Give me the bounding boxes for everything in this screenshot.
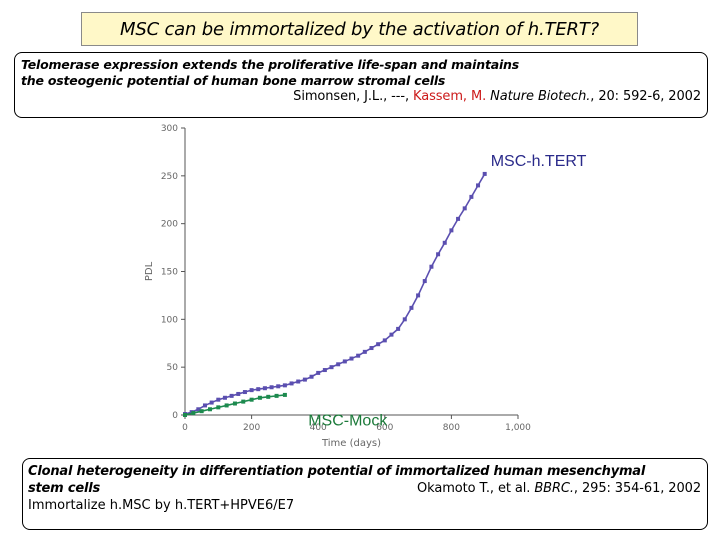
chart-series [183,171,487,417]
data-point [456,216,461,221]
ref2-journal: BBRC. [534,481,574,496]
x-tick-label: 200 [243,423,260,433]
y-tick-label: 300 [161,124,178,134]
data-point [309,374,314,379]
data-point [216,405,221,410]
data-point [422,279,427,284]
reference-box-bottom: Clonal heterogeneity in differentiation … [22,458,708,530]
data-point [229,393,234,398]
ref2-authors: Okamoto T., et al. [417,481,535,496]
x-tick-label: 1,000 [505,423,531,433]
data-point [209,400,214,405]
data-point [289,381,294,386]
ref1-headline-line2: the osteogenic potential of human bone m… [21,73,446,88]
data-point [322,368,327,373]
data-point [242,390,247,395]
data-point [369,346,374,351]
x-tick-label: 600 [376,423,393,433]
ref2-row2: stem cells Okamoto T., et al. BBRC., 295… [28,480,701,497]
data-point [296,379,301,384]
ref1-volume: , 20: 592-6, 2002 [590,89,701,104]
ref1-journal: Nature Biotech. [486,89,591,104]
data-point [316,370,321,375]
series-line-0 [184,173,486,415]
y-tick-label: 0 [172,411,178,421]
data-point [236,391,241,396]
data-point [389,332,394,337]
data-point [349,356,354,361]
y-tick-label: 250 [161,172,178,182]
chart-container: 0 50 100 150 200 250 300 0 200 400 600 800 1,000 Tim… [140,118,660,458]
data-point [274,393,279,398]
data-point [257,395,262,400]
y-tick-label: 100 [161,315,178,325]
x-tick-label: 800 [443,423,460,433]
data-point [462,206,467,211]
data-point [207,407,212,412]
data-point [199,409,204,414]
data-point [276,384,281,389]
data-point [376,342,381,347]
data-point [202,403,207,408]
chart-ticks: 0 50 100 150 200 250 300 0 200 400 600 800 1,000 [161,124,531,433]
data-point [429,264,434,269]
ref2-volume: , 295: 354-61, 2002 [573,481,701,496]
data-point [396,326,401,331]
data-point [196,407,201,412]
data-point [469,194,474,199]
data-point [402,317,407,322]
chart-axes [184,128,518,416]
ref2-note: Immortalize h.MSC by h.TERT+HPVE6/E7 [28,498,295,513]
ref2-citation: Okamoto T., et al. BBRC., 295: 354-61, 2… [417,480,701,497]
y-tick-label: 50 [167,363,179,373]
series-label-msc-mock: MSC-Mock [308,413,388,430]
data-point [191,411,196,416]
data-point [282,383,287,388]
series-label-msc-htert: MSC-h.TERT [491,153,587,170]
y-tick-label: 200 [161,220,178,230]
ref1-authors: Simonsen, J.L., ---, [293,89,414,104]
data-point [222,395,227,400]
ref2-headline-line2: stem cells [28,481,101,496]
data-point [329,365,334,370]
ref1-highlight-author: Kassem, M. [413,89,487,104]
data-point [232,401,237,406]
reference-box-top: Telomerase expression extends the prolif… [14,52,708,118]
data-point [449,228,454,233]
data-point [256,387,261,392]
data-point [342,359,347,364]
data-point [269,385,274,390]
slide-title: MSC can be immortalized by the activatio… [81,12,638,46]
data-point [282,392,287,397]
data-point [224,403,229,408]
data-point [409,305,414,310]
data-point [183,413,187,417]
data-point [436,252,441,257]
ref2-headline-line1: Clonal heterogeneity in differentiation … [28,464,646,479]
x-tick-label: 0 [182,423,188,433]
data-point [249,397,254,402]
x-tick-label: 400 [310,423,327,433]
data-point [262,386,267,391]
x-axis-title: Time (days) [321,438,381,449]
data-point [476,183,481,188]
ref1-citation: Simonsen, J.L., ---, Kassem, M. Nature B… [21,89,701,105]
data-point [241,399,246,404]
y-tick-label: 150 [161,268,178,278]
y-axis-title: PDL [144,261,155,281]
data-point [266,394,271,399]
data-point [302,377,307,382]
data-point [416,293,421,298]
data-point [249,388,254,393]
data-point [442,240,447,245]
data-point [356,353,361,358]
data-point [382,338,387,343]
data-point [216,397,221,402]
pdl-chart: 0 50 100 150 200 250 300 0 200 400 600 800 1,000 Tim… [144,124,587,449]
ref1-headline-line1: Telomerase expression extends the prolif… [21,57,519,72]
chart-labels: Time (days) PDL MSC-h.TERT MSC-Mock [144,153,587,449]
data-point [482,171,487,176]
data-point [362,349,367,354]
data-point [336,362,341,367]
